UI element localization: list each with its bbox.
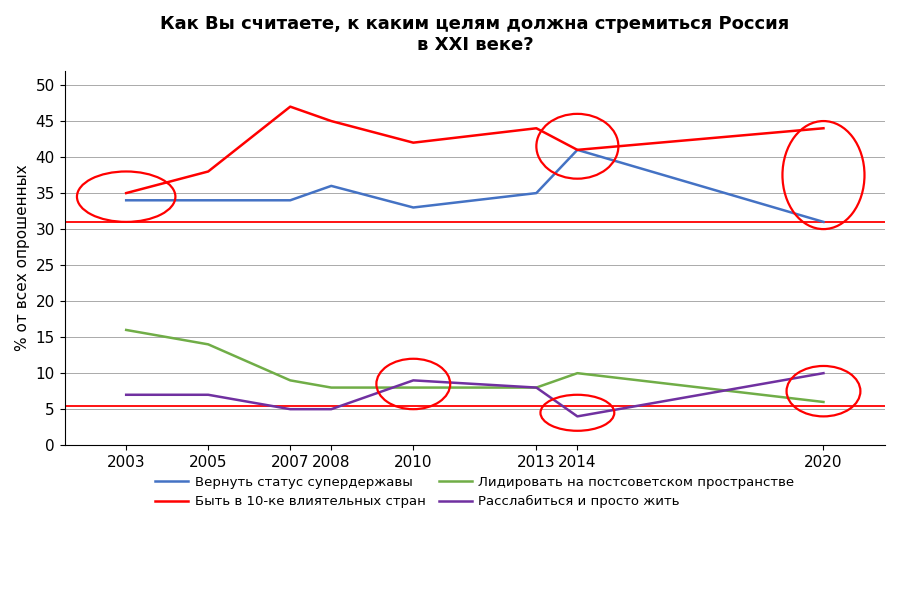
Вернуть статус супердержавы [531, 190, 542, 197]
Быть в 10-ке влиятельных стран [408, 139, 418, 146]
Лидировать на постсоветском пространстве [818, 398, 829, 406]
Вернуть статус супердержавы [408, 204, 418, 211]
Расслабиться и просто жить [284, 406, 295, 413]
Лидировать на постсоветском пространстве [408, 384, 418, 391]
Вернуть статус супердержавы [326, 182, 337, 190]
Расслабиться и просто жить [572, 413, 583, 420]
Вернуть статус супердержавы [202, 197, 213, 204]
Вернуть статус супердержавы [284, 197, 295, 204]
Расслабиться и просто жить [326, 406, 337, 413]
Лидировать на постсоветском пространстве [572, 370, 583, 377]
Быть в 10-ке влиятельных стран [326, 118, 337, 125]
Лидировать на постсоветском пространстве [202, 341, 213, 348]
Вернуть статус супердержавы [121, 197, 131, 204]
Расслабиться и просто жить [121, 391, 131, 398]
Расслабиться и просто жить [202, 391, 213, 398]
Лидировать на постсоветском пространстве [284, 377, 295, 384]
Line: Лидировать на постсоветском пространстве: Лидировать на постсоветском пространстве [126, 330, 824, 402]
Быть в 10-ке влиятельных стран [284, 103, 295, 110]
Line: Быть в 10-ке влиятельных стран: Быть в 10-ке влиятельных стран [126, 107, 824, 193]
Быть в 10-ке влиятельных стран [531, 125, 542, 132]
Y-axis label: % от всех опрошенных: % от всех опрошенных [15, 164, 30, 351]
Быть в 10-ке влиятельных стран [121, 190, 131, 197]
Быть в 10-ке влиятельных стран [572, 146, 583, 154]
Title: Как Вы считаете, к каким целям должна стремиться Россия
в XXI веке?: Как Вы считаете, к каким целям должна ст… [160, 15, 789, 54]
Лидировать на постсоветском пространстве [326, 384, 337, 391]
Расслабиться и просто жить [408, 377, 418, 384]
Лидировать на постсоветском пространстве [531, 384, 542, 391]
Legend: Вернуть статус супердержавы, Быть в 10-ке влиятельных стран, Лидировать на постс: Вернуть статус супердержавы, Быть в 10-к… [150, 470, 800, 514]
Расслабиться и просто жить [818, 370, 829, 377]
Line: Расслабиться и просто жить: Расслабиться и просто жить [126, 373, 824, 416]
Быть в 10-ке влиятельных стран [202, 168, 213, 175]
Вернуть статус супердержавы [572, 146, 583, 154]
Вернуть статус супердержавы [818, 218, 829, 226]
Line: Вернуть статус супердержавы: Вернуть статус супердержавы [126, 150, 824, 222]
Лидировать на постсоветском пространстве [121, 326, 131, 334]
Быть в 10-ке влиятельных стран [818, 125, 829, 132]
Расслабиться и просто жить [531, 384, 542, 391]
